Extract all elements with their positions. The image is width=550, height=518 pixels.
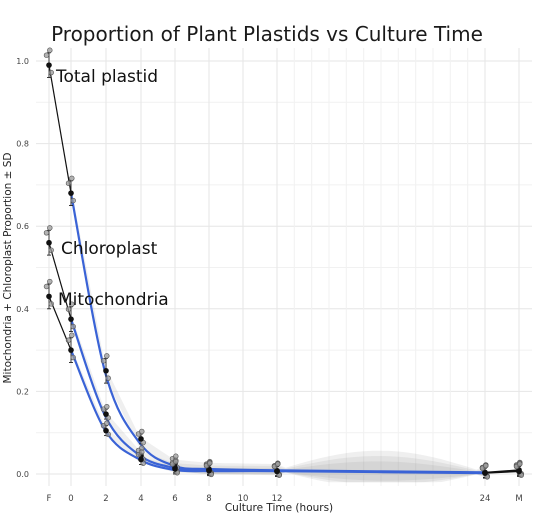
x-axis-label: Culture Time (hours) [224,502,334,514]
data-point [274,468,280,475]
replicate-point [275,461,281,467]
confidence-band [71,314,485,483]
data-point [103,367,109,374]
series-label: Total plastid [55,67,158,87]
data-point [46,239,52,246]
x-tick-label: 4 [138,494,143,504]
replicate-point [139,428,145,435]
data-point [68,316,74,322]
x-tick-label: 12 [272,494,283,504]
replicate-point [47,278,53,285]
connector-line [48,242,72,320]
smooth-curve [69,318,486,474]
x-tick-label: 2 [103,494,108,504]
x-tick-label: 10 [238,494,249,504]
connector-line [484,470,520,474]
data-point [68,347,74,353]
replicate-point [43,230,50,236]
replicate-point [207,460,213,466]
replicate-point [65,180,72,186]
data-point [103,427,109,434]
replicate-point [48,69,54,76]
data-point [138,436,144,442]
replicate-point [47,47,53,53]
x-tick-label: M [515,494,522,504]
smooth-curve [69,349,486,475]
y-tick-label: 0.8 [16,140,29,149]
data-point [172,466,178,472]
replicate-point [69,301,75,307]
replicate-point [69,175,75,181]
data-point [46,293,52,300]
x-tick-label: F [47,494,52,504]
replicate-point [483,463,489,469]
replicate-point [100,358,107,364]
y-tick-label: 0.0 [16,470,29,479]
replicate-point [173,458,179,465]
replicate-point [43,52,50,58]
data-point [46,62,52,68]
series-label: Mitochondria [58,290,169,310]
x-tick-label: 8 [206,494,211,504]
x-tick-label: 6 [172,494,177,504]
replicate-point [69,332,75,338]
confidence-band [71,187,485,483]
replicate-point [65,306,72,312]
data-point [138,456,144,463]
replicate-point [47,225,53,231]
replicate-point [43,283,50,290]
y-axis-label: Mitochondria + Chloroplast Proportion ± … [2,152,14,384]
series-label: Chloroplast [61,239,158,259]
data-point [482,470,488,476]
replicate-point [70,197,76,204]
replicate-point [70,323,76,330]
chart-title: Proportion of Plant Plastids vs Culture … [51,22,483,46]
replicate-point [104,420,110,426]
connector-line [48,65,72,194]
confidence-band [71,346,485,481]
x-tick-label: 24 [480,494,491,504]
y-tick-label: 1.0 [16,57,29,66]
y-tick-label: 0.6 [16,222,29,231]
replicate-point [104,403,110,410]
x-tick-label: 0 [68,494,73,504]
replicate-point [65,337,72,343]
y-tick-label: 0.2 [16,387,29,396]
data-point [68,190,74,196]
data-point [103,411,109,417]
replicate-point [139,449,145,455]
data-point [516,468,522,475]
replicate-point [104,353,110,359]
replicate-point [48,301,54,307]
replicate-point [105,375,111,381]
y-tick-label: 0.4 [16,305,29,314]
replicate-point [70,354,76,361]
data-point [206,467,212,474]
replicate-point [48,247,54,253]
replicate-point [517,461,523,467]
